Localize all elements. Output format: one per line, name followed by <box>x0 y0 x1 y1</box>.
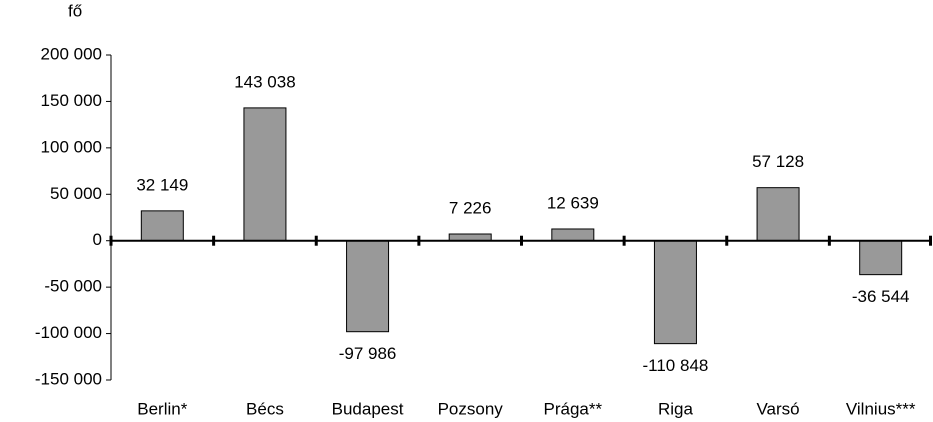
x-tick-label: Pozsony <box>438 399 504 418</box>
bar <box>653 240 697 345</box>
value-label: 7 226 <box>449 198 492 217</box>
y-tick-label: -100 000 <box>35 323 102 342</box>
x-tick-label: Vilnius*** <box>846 399 916 418</box>
x-tick-label: Berlin* <box>137 399 187 418</box>
bar <box>140 210 184 242</box>
value-label: -36 544 <box>852 287 910 306</box>
y-tick-label: 200 000 <box>41 44 102 63</box>
value-label: 143 038 <box>234 72 295 91</box>
bar <box>756 187 800 242</box>
y-tick-label: 50 000 <box>50 184 102 203</box>
bar <box>448 233 492 242</box>
y-tick-label: -50 000 <box>44 277 102 296</box>
value-label: -110 848 <box>643 356 709 375</box>
value-label: 57 128 <box>752 152 804 171</box>
y-axis-label: fő <box>68 1 82 20</box>
x-tick-label: Bécs <box>246 399 284 418</box>
y-tick-label: 150 000 <box>41 91 102 110</box>
y-tick-label: -150 000 <box>35 369 102 388</box>
y-tick-label: 100 000 <box>41 137 102 156</box>
bar <box>243 107 287 242</box>
x-tick-label: Prága** <box>544 399 603 418</box>
value-label: -97 986 <box>339 344 397 363</box>
x-tick-label: Riga <box>658 399 694 418</box>
bar <box>346 240 390 333</box>
bar <box>859 240 903 276</box>
x-tick-label: Budapest <box>332 399 404 418</box>
y-tick-label: 0 <box>93 230 102 249</box>
x-tick-label: Varsó <box>756 399 799 418</box>
value-label: 32 149 <box>136 175 188 194</box>
bar <box>551 228 595 242</box>
value-label: 12 639 <box>547 193 599 212</box>
